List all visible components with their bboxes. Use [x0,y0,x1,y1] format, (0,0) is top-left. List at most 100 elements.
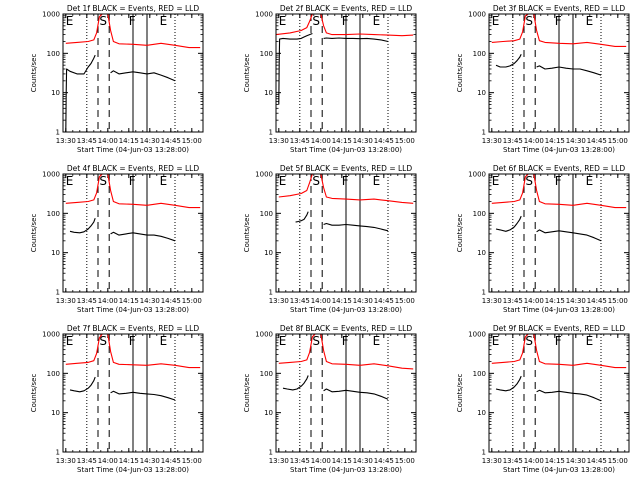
series-lld-line [491,333,627,369]
x-tick-label: 14:45 [587,137,607,145]
x-tick-label: 14:30 [353,297,373,305]
panel-title: Det 1f BLACK = Events, RED = LLD [67,4,200,13]
x-tick-label: 14:45 [374,457,394,465]
x-tick-label: 13:30 [482,137,502,145]
y-tick-label: 10 [477,89,486,97]
x-tick-label: 13:45 [503,297,523,305]
series-events-line [278,32,313,105]
x-tick-label: 14:30 [566,457,586,465]
x-tick-label: 13:45 [290,457,310,465]
x-tick-label: 14:00 [524,297,544,305]
y-tick-label: 100 [260,370,273,378]
series-lld-line [65,13,201,49]
chart-panel-1: Det 1f BLACK = Events, RED = LLD Counts/s… [30,4,204,154]
y-tick-label: 1 [56,289,60,297]
y-tick-label: 1000 [468,11,486,19]
x-axis-title: Start Time (04-Jun-03 13:28:00) [290,306,402,314]
series-events-line [495,215,522,232]
region-label: E [160,334,168,348]
x-tick-label: 14:00 [524,457,544,465]
x-tick-label: 14:30 [566,297,586,305]
chart-panel-7: Det 7f BLACK = Events, RED = LLD Counts/s… [30,324,204,474]
series-events-line [69,376,96,393]
y-tick-label: 10 [264,89,273,97]
chart-panel-4: Det 4f BLACK = Events, RED = LLD Counts/s… [30,164,204,314]
y-tick-label: 1 [56,449,60,457]
chart-panel-6: Det 6f BLACK = Events, RED = LLD Counts/s… [456,164,630,314]
series-events-line [295,211,309,223]
plot-frame [275,333,417,453]
region-label: F [342,334,349,348]
series-lld-line [491,13,627,47]
x-tick-label: 13:45 [77,137,97,145]
series-events-line [323,388,389,400]
x-tick-label: 13:45 [503,457,523,465]
y-tick-label: 10 [264,409,273,417]
region-label: E [160,174,168,188]
x-tick-label: 14:30 [353,457,373,465]
region-label: S [99,174,107,188]
x-tick-label: 14:00 [311,137,331,145]
y-tick-label: 1000 [255,11,273,19]
y-tick-label: 1000 [42,171,60,179]
region-label: E [373,14,381,28]
x-tick-label: 14:00 [98,297,118,305]
x-axis-title: Start Time (04-Jun-03 13:28:00) [503,306,615,314]
region-label: F [555,174,562,188]
y-tick-label: 1000 [255,171,273,179]
y-axis-title: Counts/sec [30,214,38,253]
x-tick-label: 14:45 [161,297,181,305]
x-tick-label: 13:30 [269,457,289,465]
region-label: S [525,14,533,28]
region-label: E [66,334,74,348]
region-label: S [525,174,533,188]
series-events-line [69,218,96,234]
region-label: E [279,174,287,188]
region-label: E [373,174,381,188]
x-tick-label: 15:00 [182,297,202,305]
region-label: E [279,334,287,348]
region-label: E [66,14,74,28]
plot-frame [488,13,630,133]
x-tick-label: 14:45 [587,457,607,465]
x-tick-label: 13:30 [269,137,289,145]
y-axis-title: Counts/sec [456,214,464,253]
x-axis-title: Start Time (04-Jun-03 13:28:00) [77,146,189,154]
x-tick-label: 14:00 [98,457,118,465]
y-axis-title: Counts/sec [456,54,464,93]
y-tick-label: 100 [473,210,486,218]
y-tick-label: 10 [477,409,486,417]
x-tick-label: 14:00 [311,297,331,305]
x-tick-label: 15:00 [395,457,415,465]
y-tick-label: 1 [269,449,273,457]
plot-frame [488,173,630,293]
x-tick-label: 14:45 [161,457,181,465]
y-tick-label: 100 [47,210,60,218]
x-tick-label: 14:30 [140,457,160,465]
panel-title: Det 6f BLACK = Events, RED = LLD [493,164,626,173]
series-events-line [282,375,309,391]
x-axis-title: Start Time (04-Jun-03 13:28:00) [503,466,615,474]
region-label: E [373,334,381,348]
y-tick-label: 100 [473,370,486,378]
y-tick-label: 1000 [255,331,273,339]
x-tick-label: 14:30 [353,137,373,145]
series-events-line [495,53,522,68]
x-tick-label: 13:45 [290,137,310,145]
region-label: E [492,174,500,188]
panel-title: Det 4f BLACK = Events, RED = LLD [67,164,200,173]
x-tick-label: 15:00 [608,137,628,145]
series-lld-line [65,173,201,209]
x-tick-label: 15:00 [395,297,415,305]
region-label: F [129,334,136,348]
region-label: E [586,174,594,188]
x-tick-label: 13:30 [482,297,502,305]
x-tick-label: 14:45 [374,297,394,305]
y-tick-label: 1000 [42,331,60,339]
plot-frame [62,13,204,133]
series-events-line [110,231,176,242]
region-label: E [279,14,287,28]
series-events-line [536,229,602,242]
y-tick-label: 1 [482,129,486,137]
region-label: E [160,14,168,28]
